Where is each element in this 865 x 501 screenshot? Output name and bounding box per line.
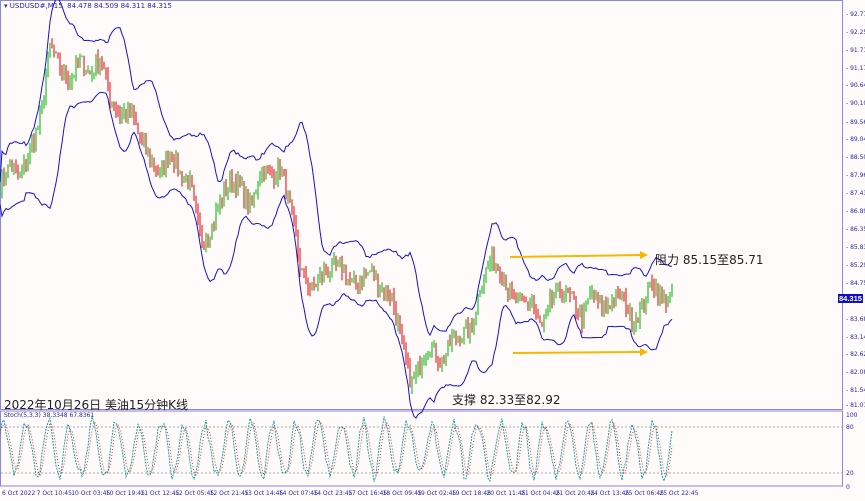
time-tick: 21 Oct 04:45: [521, 490, 561, 497]
bollinger-bands: [0, 0, 673, 419]
price-tick: - 84.750: [846, 279, 865, 287]
price-tick: - 90.105: [846, 100, 865, 108]
time-tick: 21 Oct 20:45: [555, 490, 595, 497]
support-annotation: 支撑 82.33至82.92: [452, 393, 561, 407]
price-tick: - 90.645: [846, 82, 865, 90]
time-tick: 12 Oct 21:45: [209, 490, 249, 497]
upper-band: [0, 0, 673, 337]
stoch-label: Stoch(5,3,3) 38.3348 67.8361: [4, 412, 95, 419]
stoch-tick: 0: [846, 484, 850, 491]
stoch-tick: 80: [846, 424, 854, 431]
time-tick: 20 Oct 11:45: [486, 490, 526, 497]
stoch-tick: 20: [846, 470, 854, 477]
time-tick: 6 Oct 2022: [2, 490, 36, 497]
support-arrow: [512, 348, 648, 356]
time-tick: 18 Oct 09:45: [382, 490, 422, 497]
time-tick: 19 Oct 02:45: [417, 490, 457, 497]
time-tick: 25 Oct 06:45: [624, 490, 664, 497]
price-tick: - 83.685: [846, 315, 865, 323]
stochastic-lines: [0, 415, 673, 483]
price-tick: - 92.250: [846, 28, 865, 36]
price-tick: - 85.830: [846, 243, 865, 251]
time-tick: 19 Oct 18:45: [451, 490, 491, 497]
time-tick: 14 Oct 07:45: [278, 490, 318, 497]
price-tick: - 88.500: [846, 154, 865, 162]
price-tick: - 92.775: [846, 11, 865, 18]
price-tick: - 87.435: [846, 189, 865, 197]
price-tick: - 91.170: [846, 64, 865, 72]
title-annotation: 2022年10月26日 美油15分钟K线: [4, 398, 189, 412]
price-tick: - 82.080: [846, 369, 865, 377]
time-tick: 24 Oct 13:45: [590, 490, 630, 497]
price-tick: - 86.355: [846, 226, 865, 234]
price-tick: - 86.895: [846, 207, 865, 215]
candles: [1, 38, 673, 394]
stoch-tick: 100: [846, 412, 858, 419]
ohlc-values: 84.478 84.509 84.311 84.315: [67, 2, 172, 10]
time-tick: 14 Oct 23:45: [313, 490, 353, 497]
time-tick: 10 Oct 03:45: [71, 490, 111, 497]
price-tick: - 89.565: [846, 118, 865, 126]
price-tick: - 81.015: [846, 401, 865, 409]
lower-band: [0, 91, 673, 419]
price-tick: - 89.040: [846, 136, 865, 144]
main-panel-border: [0, 0, 843, 410]
time-tick: 17 Oct 16:45: [348, 490, 388, 497]
price-tick: - 91.710: [846, 46, 865, 54]
stoch-panel-border: [0, 410, 843, 487]
time-tick: 7 Oct 10:45: [36, 490, 72, 497]
resistance-arrow: [509, 251, 648, 259]
current-price-label: 84.315: [838, 294, 863, 303]
time-tick: 12 Oct 05:45: [175, 490, 215, 497]
time-tick: 10 Oct 19:45: [105, 490, 145, 497]
symbol-label: USDUSD#,M15: [9, 2, 63, 10]
time-tick: 13 Oct 14:45: [244, 490, 284, 497]
price-tick: - 83.145: [846, 333, 865, 341]
price-tick: - 81.540: [846, 387, 865, 395]
price-tick: - 87.960: [846, 172, 865, 180]
price-tick: - 82.620: [846, 351, 865, 359]
resistance-annotation: 阻力 85.15至85.71: [655, 253, 764, 267]
price-tick: - 85.290: [846, 261, 865, 269]
stoch-main-line: [0, 415, 673, 483]
time-tick: 25 Oct 22:45: [659, 490, 699, 497]
time-tick: 11 Oct 12:45: [140, 490, 180, 497]
chart-header: ▾ USDUSD#,M15 84.478 84.509 84.311 84.31…: [4, 2, 172, 10]
